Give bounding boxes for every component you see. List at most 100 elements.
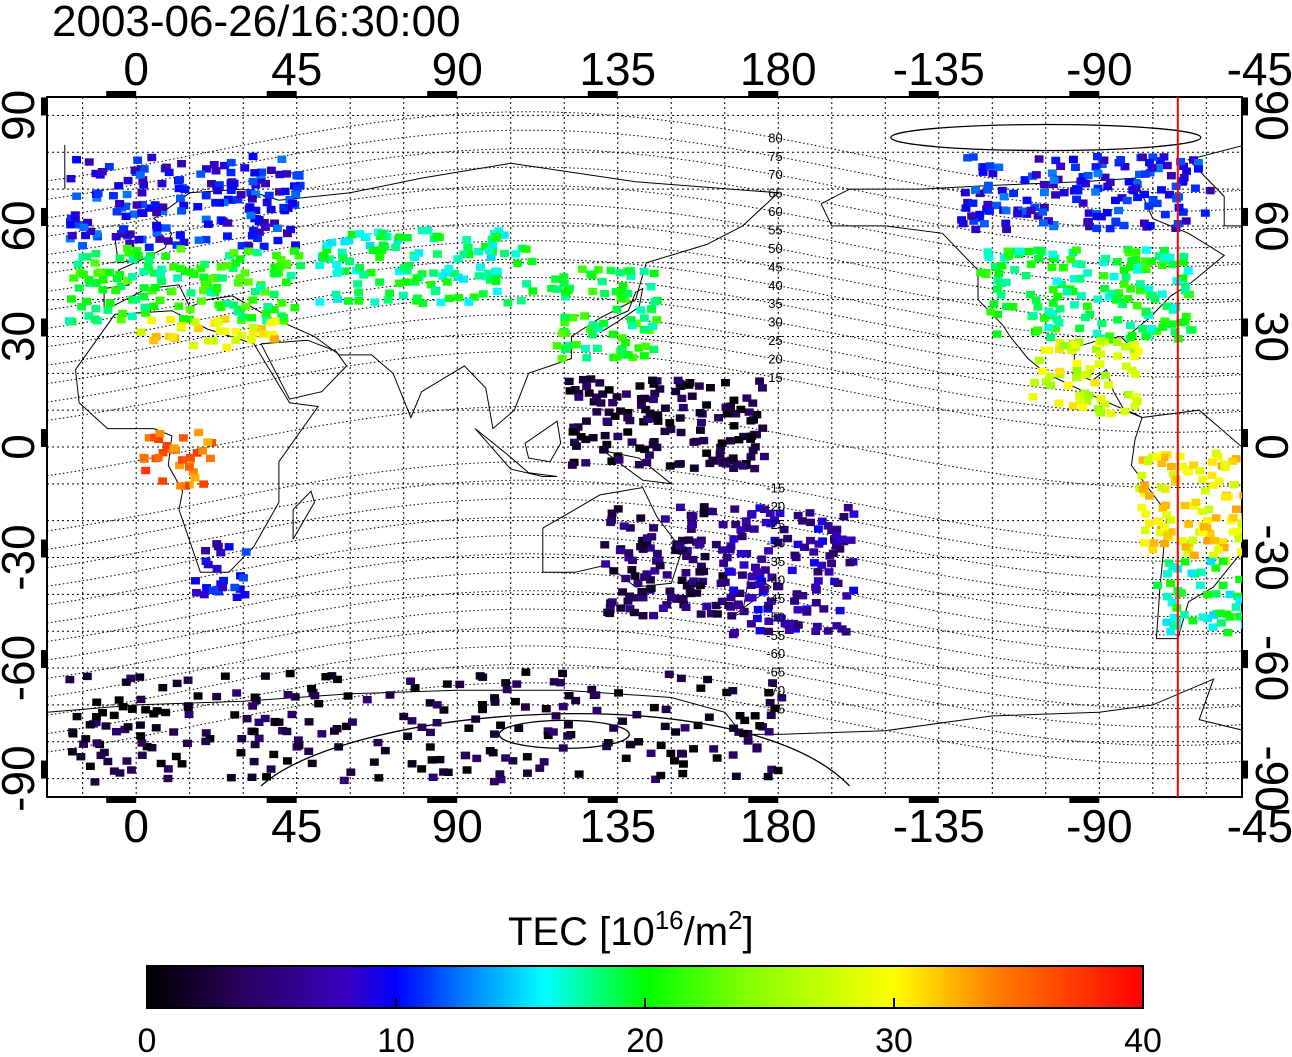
tec-cell (806, 518, 815, 527)
frame-tick (587, 91, 618, 97)
tec-cell (646, 576, 655, 584)
tec-cell (1030, 378, 1040, 387)
tec-cell (1144, 202, 1154, 210)
tec-cell (347, 230, 357, 239)
tec-cell (1178, 208, 1188, 216)
tec-cell (176, 482, 186, 490)
tec-cell (394, 233, 404, 241)
tec-cell (118, 309, 127, 318)
tec-cell (731, 520, 741, 529)
tec-cell (169, 728, 179, 736)
tec-cell (646, 584, 656, 593)
tec-cell (1187, 569, 1197, 577)
tec-cell (558, 744, 568, 752)
tec-cell (1080, 389, 1090, 397)
tec-cell (185, 481, 194, 489)
tec-cell (827, 526, 837, 535)
tec-cell (1235, 613, 1242, 621)
tec-cell (1195, 581, 1205, 589)
tec-cell (543, 727, 553, 735)
tec-cell (541, 705, 551, 713)
tec-cell (828, 549, 838, 557)
tec-cell (490, 698, 500, 706)
y-tick-label: -30 (0, 524, 44, 590)
tec-cell (1118, 300, 1127, 308)
tec-cell (983, 248, 993, 256)
tec-cell (793, 606, 803, 614)
tec-cell (1013, 210, 1022, 218)
tec-cell (1160, 246, 1169, 255)
tec-cell (211, 285, 221, 294)
tec-cell (678, 536, 687, 545)
tec-cell (65, 317, 74, 325)
tec-cell (1181, 312, 1191, 321)
tec-cell (784, 626, 794, 634)
tec-cell (1103, 182, 1113, 191)
tec-cell (1047, 263, 1057, 272)
tec-cell (414, 249, 424, 257)
tec-cell (272, 270, 281, 278)
tec-cell (156, 271, 166, 279)
tec-cell (1191, 498, 1201, 506)
tec-cell (174, 302, 184, 310)
tec-cell (237, 735, 247, 743)
tec-cell (649, 611, 658, 620)
tec-cell (1033, 303, 1043, 311)
tec-cell (1084, 209, 1094, 217)
frame-tick (1242, 97, 1248, 116)
tec-cell (1253, 503, 1262, 510)
tec-cell (564, 692, 574, 700)
tec-cell (597, 277, 607, 286)
tec-cell (722, 688, 732, 697)
tec-cell (680, 724, 690, 732)
tec-cell (746, 581, 756, 589)
tec-cell (374, 774, 384, 782)
tec-cell (223, 262, 233, 270)
tec-cell (1099, 156, 1109, 164)
tec-cell (92, 230, 102, 238)
tec-cell (1130, 402, 1140, 410)
tec-cell (749, 525, 759, 533)
magnetic-latitude-label: 35 (768, 296, 782, 311)
tec-cell (1109, 272, 1119, 281)
tec-cell (996, 279, 1006, 287)
tec-cell (1140, 170, 1150, 178)
tec-cell (702, 401, 711, 409)
tec-cell (1075, 397, 1085, 406)
tec-cell (678, 769, 688, 778)
tec-cell (157, 265, 166, 273)
tec-cell (699, 567, 709, 576)
tec-cell (193, 324, 203, 333)
tec-cell (79, 270, 88, 278)
tec-cell (150, 269, 159, 277)
tec-cell (177, 760, 187, 768)
tec-cell (1092, 345, 1101, 353)
tec-cell (522, 753, 532, 761)
tec-cell (1229, 480, 1239, 489)
tec-cell (501, 754, 511, 762)
tec-cell (608, 399, 618, 407)
tec-cell (1132, 302, 1142, 310)
tec-cell (1047, 169, 1057, 177)
tec-cell (747, 594, 757, 602)
frame-ticks (41, 91, 1248, 803)
tec-cell (1078, 199, 1088, 207)
tec-cell (1189, 156, 1198, 164)
x-tick-label: -135 (893, 800, 985, 852)
tec-cell (345, 257, 355, 266)
tec-cell (1052, 277, 1062, 285)
tec-cell (731, 772, 741, 780)
y-axis-left-labels: 9060300-30-60-90 (0, 90, 44, 812)
tec-cell (1160, 539, 1169, 548)
tec-cell (688, 520, 697, 529)
tec-cell (192, 589, 201, 597)
tec-cell (354, 288, 364, 296)
tec-cell (614, 689, 623, 697)
tec-cell (1124, 178, 1134, 186)
tec-cell (201, 280, 210, 288)
tec-cell (571, 341, 581, 349)
tec-cell (1155, 157, 1165, 165)
tec-cell (136, 721, 145, 729)
tec-cell (742, 394, 752, 402)
tec-cell (1038, 208, 1048, 216)
